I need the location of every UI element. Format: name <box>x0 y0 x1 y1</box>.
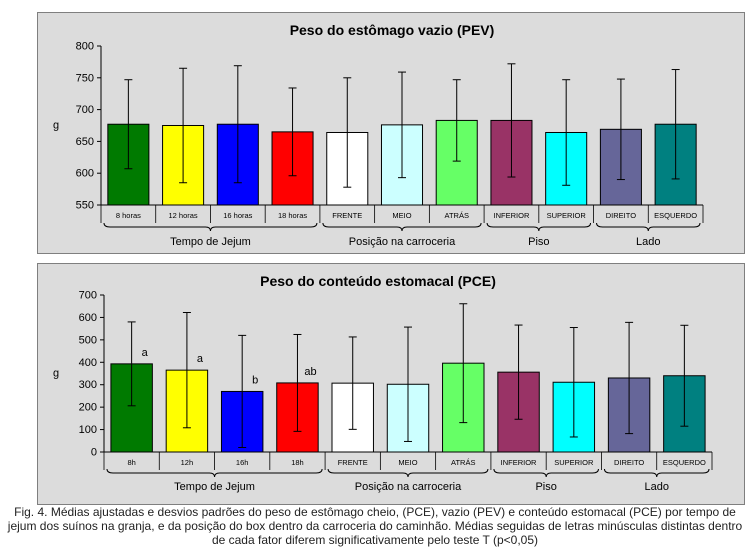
group-label: Piso <box>535 481 556 493</box>
group-label: Tempo de Jejum <box>170 236 251 248</box>
group-label: Lado <box>644 481 668 493</box>
x-tick-label: MEIO <box>398 458 417 467</box>
x-tick-label: 8h <box>127 458 135 467</box>
figure-caption: Fig. 4. Médias ajustadas e desvios padrõ… <box>7 505 743 547</box>
significance-letter: a <box>197 353 204 365</box>
chart-panel-pev: Peso do estômago vazio (PEV) g 550 600 650 70… <box>37 12 745 254</box>
group-brace <box>493 468 599 478</box>
y-tick-label: 700 <box>79 290 97 302</box>
x-tick-label: ESQUERDO <box>654 211 697 220</box>
chart-title: Peso do conteúdo estomacal (PCE) <box>260 273 496 289</box>
y-tick-label: 750 <box>76 72 94 84</box>
significance-letter: ab <box>304 366 316 378</box>
x-tick-label: DIREITO <box>606 211 636 220</box>
x-tick-label: SUPERIOR <box>554 458 594 467</box>
group-brace <box>103 222 318 232</box>
group-label: Piso <box>528 236 549 248</box>
x-tick-label: INFERIOR <box>501 458 537 467</box>
y-tick-label: 650 <box>76 136 94 148</box>
x-tick-label: ATRÁS <box>445 211 469 220</box>
group-label: Tempo de Jejum <box>174 481 255 493</box>
y-tick-label: 300 <box>79 379 97 391</box>
y-tick-label: 600 <box>76 168 94 180</box>
y-tick-label: 600 <box>79 312 97 324</box>
x-tick-label: INFERIOR <box>494 211 530 220</box>
bar-ATRÁS <box>435 119 478 206</box>
group-brace <box>106 468 323 478</box>
y-tick-label: 700 <box>76 104 94 116</box>
x-tick-label: 8 horas <box>116 211 141 220</box>
x-tick-label: ATRÁS <box>451 458 475 467</box>
x-tick-label: 12 horas <box>168 211 197 220</box>
y-tick-label: 400 <box>79 357 97 369</box>
y-tick-label: 800 <box>76 41 94 53</box>
x-tick-label: 18h <box>291 458 304 467</box>
x-tick-label: DIREITO <box>614 458 644 467</box>
x-tick-label: 16h <box>236 458 249 467</box>
y-axis-label: g <box>53 368 59 380</box>
significance-letter: b <box>252 374 258 386</box>
x-tick-label: MEIO <box>392 211 411 220</box>
chart-pev: Peso do estômago vazio (PEV) g 550 600 650 70… <box>53 22 704 248</box>
x-tick-label: 16 horas <box>223 211 252 220</box>
y-axis-label: g <box>53 120 59 132</box>
group-brace <box>603 468 710 478</box>
group-brace <box>486 222 592 232</box>
x-tick-label: ESQUERDO <box>663 458 706 467</box>
significance-letter: a <box>142 347 149 359</box>
x-tick-label: FRENTE <box>332 211 362 220</box>
group-brace <box>596 222 701 232</box>
y-tick-label: 0 <box>91 447 97 459</box>
x-tick-label: SUPERIOR <box>547 211 587 220</box>
group-label: Posição na carroceria <box>355 481 462 493</box>
chart-pce: Peso do conteúdo estomacal (PCE) g 0 100 200… <box>53 273 713 493</box>
group-brace <box>327 468 489 478</box>
chart-title: Peso do estômago vazio (PEV) <box>290 22 495 38</box>
group-brace <box>322 222 482 232</box>
x-tick-label: FRENTE <box>338 458 368 467</box>
y-tick-label: 100 <box>79 424 97 436</box>
chart-panel-pce: Peso do conteúdo estomacal (PCE) g 0 100 200… <box>37 263 745 505</box>
y-tick-label: 500 <box>79 334 97 346</box>
group-label: Posição na carroceria <box>349 236 456 248</box>
y-tick-label: 550 <box>76 200 94 212</box>
y-tick-label: 200 <box>79 402 97 414</box>
x-tick-label: 12h <box>181 458 194 467</box>
x-tick-label: 18 horas <box>278 211 307 220</box>
group-label: Lado <box>636 236 660 248</box>
